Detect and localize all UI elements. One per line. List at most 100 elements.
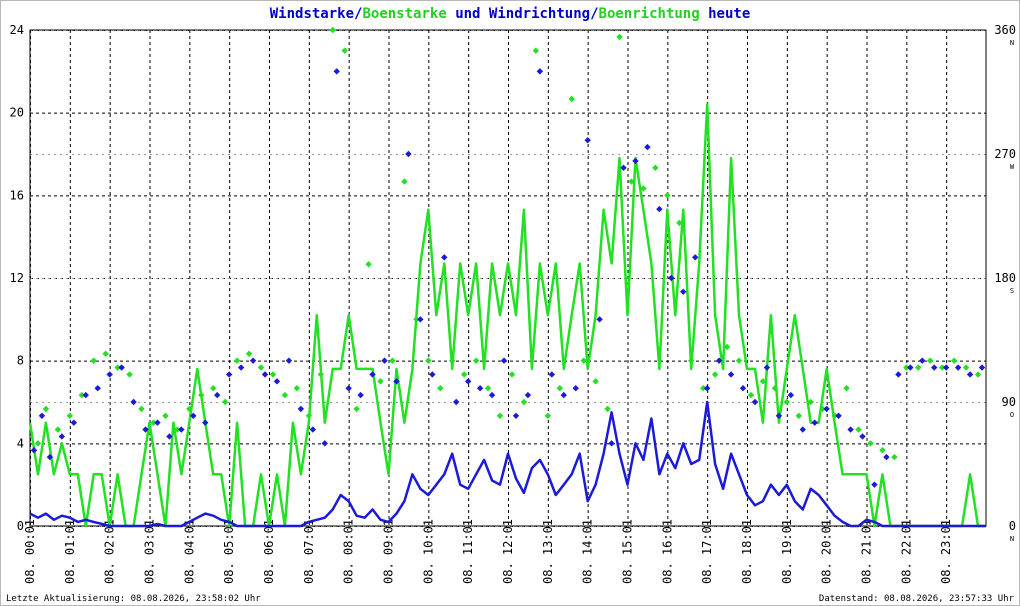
boenrichtung-point [592,378,599,385]
windrichtung-point [441,254,448,261]
windrichtung-point [823,405,830,413]
windrichtung-point [727,371,735,378]
windrichtung-point [261,371,269,378]
footer-left: Letzte Aktualisierung: 08.08.2026, 23:58… [6,594,261,604]
boenrichtung-point [305,412,313,419]
y-left-tick-label: 24 [10,23,24,37]
x-tick-label: 08. 11:01 [461,519,475,584]
boenrichtung-point [341,47,348,54]
windrichtung-point [966,371,974,378]
windrichtung-point [214,391,221,399]
boenrichtung-point [317,371,324,378]
boenrichtung-point [735,357,743,364]
y-right-tick-label: 0 [1009,519,1016,533]
boenrichtung-point [413,316,420,323]
windrichtung-point [775,412,783,419]
boenrichtung-point [688,357,695,364]
windrichtung-point [811,419,818,426]
x-tick-label: 08. 00:01 [23,519,37,584]
boenrichtung-point [723,343,731,351]
windrichtung-point [488,391,496,399]
boenrichtung-point [580,357,587,364]
y-axis-left: 0 4 8 12 16 20 24 [10,23,24,533]
windrichtung-point [739,385,747,392]
windrichtung-point [118,364,125,371]
x-tick-label: 08. 04:01 [182,519,196,584]
x-tick-label: 08. 19:01 [780,519,794,584]
x-tick-label: 08. 16:01 [660,519,674,584]
windrichtung-point [596,316,603,323]
boenrichtung-point [389,357,396,364]
boenrichtung-point [150,419,157,426]
x-tick-label: 08. 14:01 [581,519,595,584]
boenrichtung-point [186,405,193,413]
boenrichtung-point [771,385,779,392]
windrichtung-point [333,68,340,75]
boenrichtung-point [747,391,755,399]
y-axis-right: 0 N 90 O 180 S 270 W 360 N [994,23,1016,543]
y-right-tick-label: 90 [1002,395,1016,409]
x-tick-label: 08. 13:01 [541,519,555,584]
boenrichtung-point [401,178,408,185]
boenrichtung-point [449,357,456,364]
boenrichtung-point [807,398,814,406]
boenrichtung-point [245,350,253,357]
title-part: Windstarke [270,6,354,22]
boenrichtung-point [867,440,874,447]
boenrichtung-point [78,391,85,399]
boenrichtung-point [233,357,241,364]
y-right-tick-label: 360 [994,23,1016,37]
boenrichtung-point [520,398,528,406]
boenrichtung-point [66,412,74,419]
windrichtung-point [393,378,400,385]
title-part: heute [700,6,751,22]
plot-area-border [29,29,987,527]
boenrichtung-point [114,364,121,371]
windrichtung-point [859,433,866,440]
windrichtung-point [500,357,508,364]
boenrichtung-point [795,412,802,419]
windrichtung-point [38,412,46,419]
title-part: / [590,6,598,22]
windrichtung-point [166,433,173,440]
boenrichtung-point [210,385,217,392]
windrichtung-point [692,254,699,261]
windrichtung-point [656,205,663,213]
y-right-tick-label: 180 [994,271,1016,285]
y-left-tick-label: 20 [10,106,24,120]
boenstarke-line [28,103,986,528]
x-axis: 08. 00:01 08. 01:01 08. 02:01 08. 03:01 08. … [23,519,953,584]
windrichtung-point [297,405,305,413]
x-tick-label: 08. 10:01 [421,519,435,584]
boenrichtung-point [891,453,898,461]
windrichtung-point [895,371,902,378]
windrichtung-point [847,426,854,433]
boenrichtung-point [652,164,659,171]
title-part: und [447,6,489,22]
windrichtung-point [273,378,281,385]
boenrichtung-point [604,405,611,413]
y-left-tick-label: 0 [17,519,24,533]
boenrichtung-point [42,405,50,413]
boenrichtung-point [544,412,552,419]
windrichtung-point [58,433,66,440]
x-tick-label: 08. 21:01 [860,519,874,584]
boenrichtung-point [293,385,301,392]
boenrichtung-point [102,350,109,357]
windrichtung-point [464,378,472,385]
windrichtung-point [644,143,651,151]
boenrichtung-point [329,26,336,34]
windrichtung-point [94,385,101,392]
windrichtung-point [620,164,627,171]
direction-label: N [1010,535,1014,543]
x-tick-label: 08. 02:01 [103,519,117,584]
windrichtung-point [154,419,161,426]
windrichtung-point [978,364,986,371]
footer-right: Datenstand: 08.08.2026, 23:57:33 Uhr [819,594,1015,604]
boenrichtung-point [903,364,910,371]
boenrichtung-point [281,391,289,399]
boenrichtung-point [759,378,767,385]
windrichtung-point [715,357,723,364]
windrichtung-point [608,440,615,447]
